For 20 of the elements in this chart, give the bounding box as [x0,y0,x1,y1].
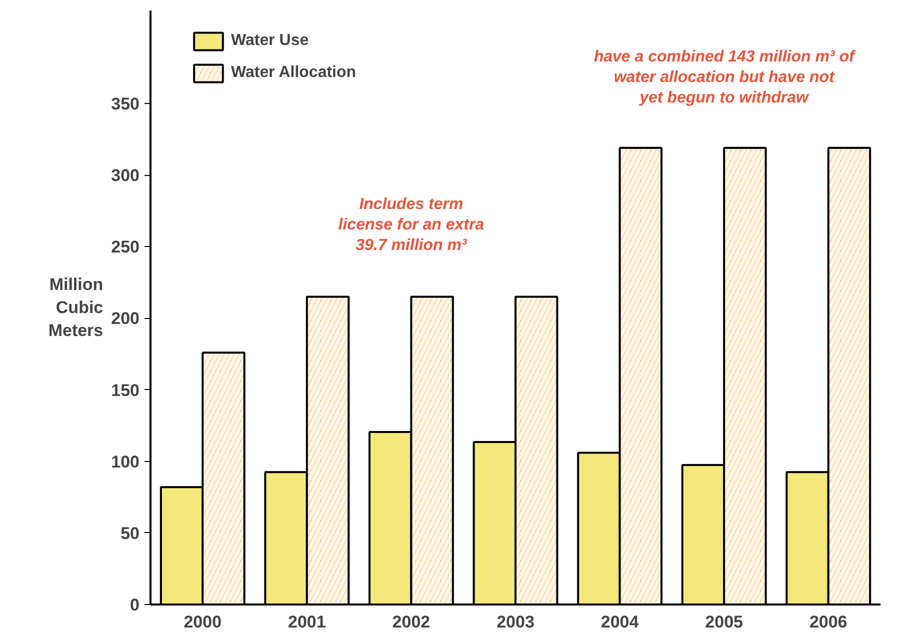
x-tick-label: 2004 [600,612,640,632]
y-tick-label: 300 [111,166,140,186]
x-tick-label: 2001 [288,612,326,632]
x-tick-label: 2003 [496,612,534,632]
y-tick-label: 350 [111,94,140,114]
legend-label: Water Use [231,32,309,50]
y-tick-label: 200 [111,309,140,328]
x-tick-label: 2000 [184,612,222,632]
y-tick-label: 0 [130,596,140,614]
y-tick-label: 100 [111,452,140,472]
y-axis-title: Million Cubic Meters [48,275,104,340]
x-tick-label: 2002 [392,612,430,632]
y-tick-label: 250 [111,238,140,257]
x-tick-label: 2005 [705,612,743,632]
legend-label: Water Allocation [231,64,356,82]
y-tick-label: 50 [120,524,140,543]
x-tick-label: 2006 [809,612,848,632]
y-tick-label: 150 [111,380,140,400]
annotation: Includes term license for an extra 39.7 million m³ [338,196,484,254]
annotation: have a combined 143 million m³ of water allocation but have not yet begun to withdraw [594,48,856,106]
